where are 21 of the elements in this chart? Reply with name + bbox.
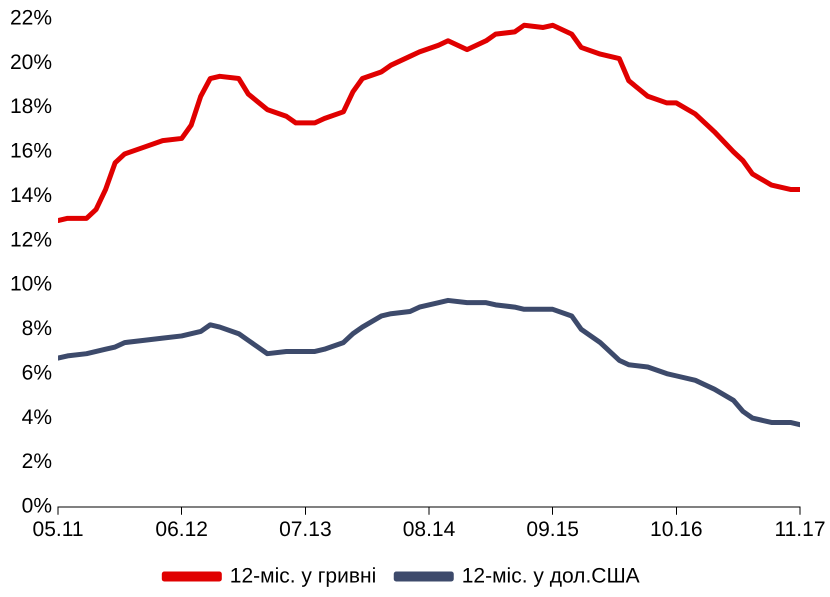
x-tick-label: 11.17	[774, 518, 826, 542]
x-tick-label: 06.12	[155, 518, 208, 542]
y-tick-label: 12%	[10, 228, 52, 252]
y-tick-label: 20%	[10, 50, 52, 74]
legend-label: 12-міс. у дол.США	[462, 564, 640, 588]
y-tick-label: 2%	[22, 450, 52, 474]
y-tick-label: 18%	[10, 95, 52, 118]
y-tick-label: 4%	[22, 406, 52, 429]
x-tick-label: 07.13	[279, 518, 332, 542]
x-tick-label: 10.16	[650, 518, 703, 542]
y-tick-label: 8%	[22, 317, 52, 340]
x-tick-label: 09.15	[526, 518, 579, 542]
y-tick-label: 10%	[10, 272, 52, 296]
y-tick-label: 0%	[22, 494, 52, 518]
x-tick-label: 08.14	[402, 518, 456, 542]
x-tick-label: 05.11	[32, 518, 84, 542]
y-tick-label: 22%	[10, 6, 52, 30]
y-tick-label: 16%	[10, 140, 52, 163]
y-tick-label: 6%	[22, 361, 52, 384]
legend-label: 12-міс. у гривні	[230, 564, 376, 588]
y-tick-label: 14%	[10, 184, 52, 207]
